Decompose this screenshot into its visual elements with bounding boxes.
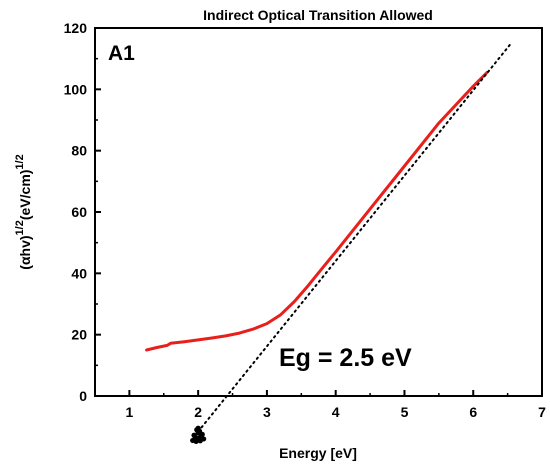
y-tick-label-4: 80 xyxy=(71,143,87,159)
y-tick-label-3: 60 xyxy=(71,204,87,220)
x-tick-label-5: 6 xyxy=(469,404,477,420)
data-line xyxy=(145,71,489,352)
cluster-point-12 xyxy=(194,435,201,441)
y-label-sup1: 1/2 xyxy=(14,220,26,235)
x-axis: 1 2 3 4 5 6 7 xyxy=(94,390,546,420)
x-axis-label: Energy [eV] xyxy=(279,445,357,461)
y-label-sup2: 1/2 xyxy=(14,154,26,169)
x-tick-label-1: 2 xyxy=(194,404,202,420)
y-tick-label-0: 0 xyxy=(79,388,87,404)
x-tick-label-6: 7 xyxy=(538,404,546,420)
cluster-point-9 xyxy=(195,425,201,431)
y-label-base: (αhv) xyxy=(17,235,33,269)
x-tick-label-4: 5 xyxy=(401,404,409,420)
cluster-point-7 xyxy=(191,432,197,438)
x-tick-label-2: 3 xyxy=(263,404,271,420)
chart-title: Indirect Optical Transition Allowed xyxy=(203,7,433,23)
panel-label: A1 xyxy=(108,42,135,65)
y-tick-label-6: 120 xyxy=(64,20,88,36)
cluster-point-8 xyxy=(199,431,205,437)
y-axis-label: (αhv)1/2(eV/cm)1/2 xyxy=(14,154,33,269)
x-tick-label-3: 4 xyxy=(332,404,340,420)
plot-series xyxy=(145,42,513,437)
extrapolation-line xyxy=(193,42,513,437)
y-tick-label-1: 20 xyxy=(71,327,87,343)
extrapolation-points xyxy=(190,425,207,444)
y-tick-label-5: 100 xyxy=(64,81,88,97)
x-tick-label-0: 1 xyxy=(125,404,133,420)
y-axis: 0 20 40 60 80 100 120 xyxy=(64,20,101,404)
y-label-mid: (eV/cm) xyxy=(17,170,33,221)
y-tick-label-2: 40 xyxy=(71,265,87,281)
bandgap-annotation: Eg = 2.5 eV xyxy=(279,344,412,372)
